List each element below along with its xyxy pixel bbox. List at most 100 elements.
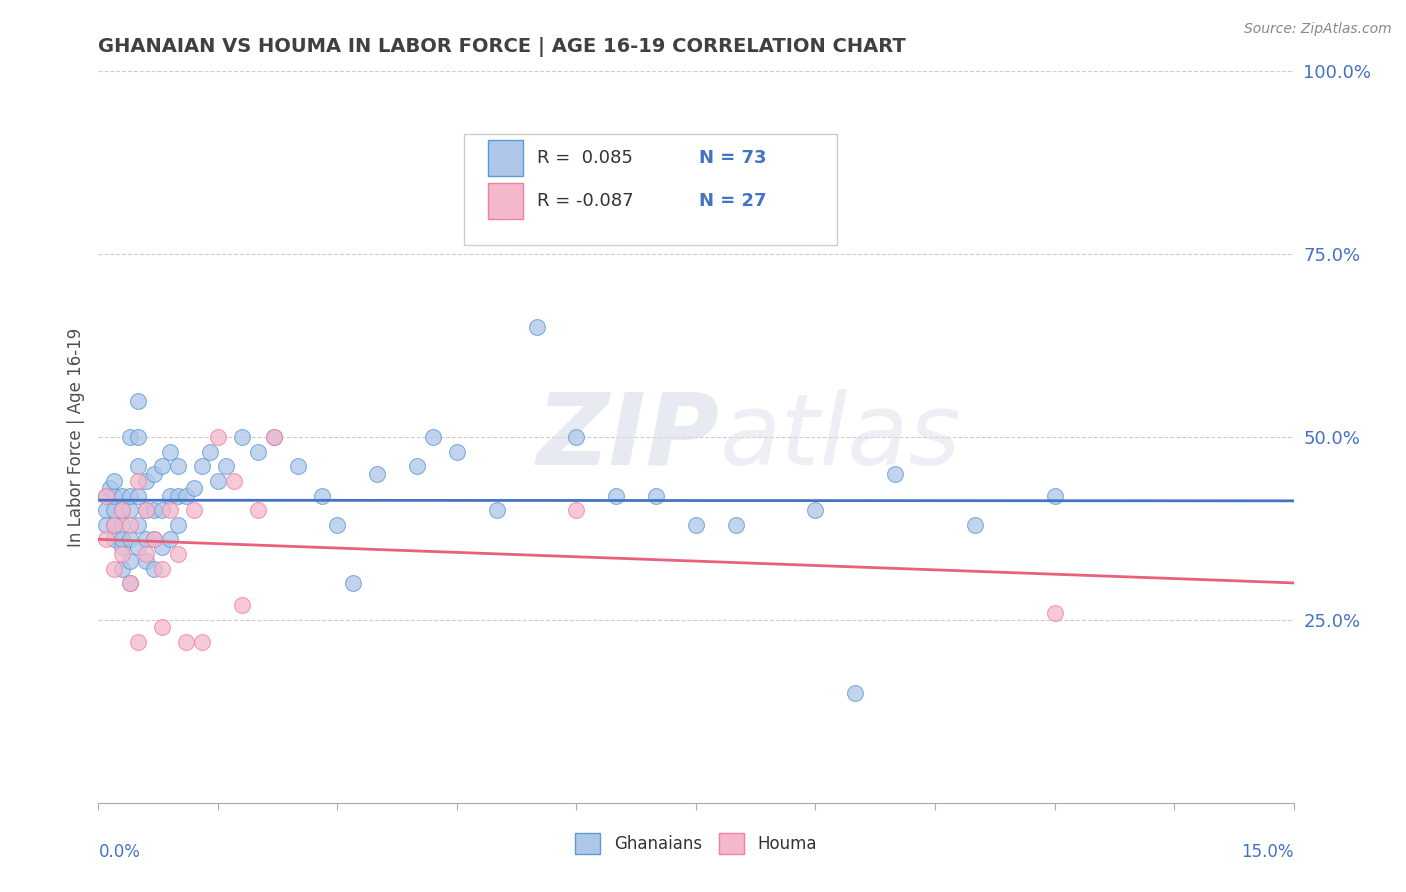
Point: [263, 430, 285, 444]
Point: [565, 430, 588, 444]
Point: [111, 547, 134, 561]
Point: [231, 599, 253, 613]
Point: [724, 517, 747, 532]
Point: [198, 444, 221, 458]
Text: 15.0%: 15.0%: [1241, 843, 1294, 861]
Point: [135, 503, 157, 517]
Text: N = 73: N = 73: [699, 149, 766, 167]
Point: [222, 474, 245, 488]
Point: [246, 444, 269, 458]
Point: [135, 474, 157, 488]
Point: [103, 474, 125, 488]
Point: [215, 459, 238, 474]
Point: [167, 517, 190, 532]
Point: [96, 517, 118, 532]
Point: [446, 444, 468, 458]
Point: [231, 430, 253, 444]
Y-axis label: In Labor Force | Age 16-19: In Labor Force | Age 16-19: [66, 327, 84, 547]
Point: [127, 540, 149, 554]
Point: [120, 430, 142, 444]
Point: [127, 430, 149, 444]
Point: [111, 503, 134, 517]
Point: [120, 554, 142, 568]
Point: [150, 459, 173, 474]
Point: [485, 503, 508, 517]
Point: [1043, 489, 1066, 503]
Point: [167, 489, 190, 503]
Point: [127, 459, 149, 474]
Point: [191, 635, 214, 649]
Point: [111, 489, 134, 503]
Point: [120, 576, 142, 591]
Point: [884, 467, 907, 481]
Point: [326, 517, 349, 532]
Point: [167, 459, 190, 474]
Point: [526, 320, 548, 334]
Text: ZIP: ZIP: [537, 389, 720, 485]
Point: [605, 489, 627, 503]
Point: [120, 576, 142, 591]
Point: [963, 517, 986, 532]
Point: [159, 489, 181, 503]
Point: [143, 503, 166, 517]
Point: [207, 474, 229, 488]
Point: [844, 686, 866, 700]
Point: [103, 533, 125, 547]
Point: [150, 503, 173, 517]
Text: R =  0.085: R = 0.085: [537, 149, 633, 167]
Point: [127, 517, 149, 532]
Text: N = 27: N = 27: [699, 192, 766, 210]
Point: [96, 503, 118, 517]
Point: [103, 517, 125, 532]
Point: [287, 459, 309, 474]
Point: [96, 489, 118, 503]
Point: [685, 517, 707, 532]
Point: [96, 533, 118, 547]
Point: [150, 540, 173, 554]
Point: [111, 533, 134, 547]
Text: Source: ZipAtlas.com: Source: ZipAtlas.com: [1244, 22, 1392, 37]
Point: [103, 517, 125, 532]
Point: [143, 467, 166, 481]
Point: [111, 503, 134, 517]
Point: [127, 489, 149, 503]
Point: [98, 481, 122, 495]
Point: [207, 430, 229, 444]
Point: [183, 503, 205, 517]
Point: [159, 503, 181, 517]
Point: [804, 503, 827, 517]
Point: [135, 547, 157, 561]
Point: [174, 635, 197, 649]
Point: [120, 517, 142, 532]
Point: [135, 533, 157, 547]
Point: [1043, 606, 1066, 620]
Text: atlas: atlas: [720, 389, 962, 485]
Point: [127, 393, 149, 408]
Point: [645, 489, 668, 503]
Point: [143, 533, 166, 547]
Point: [135, 554, 157, 568]
Point: [103, 503, 125, 517]
Point: [565, 503, 588, 517]
Point: [263, 430, 285, 444]
Point: [159, 444, 181, 458]
Point: [150, 562, 173, 576]
Point: [103, 562, 125, 576]
Point: [174, 489, 197, 503]
Point: [111, 562, 134, 576]
Point: [143, 533, 166, 547]
Point: [167, 547, 190, 561]
Point: [135, 503, 157, 517]
Point: [342, 576, 364, 591]
Point: [143, 562, 166, 576]
Point: [159, 533, 181, 547]
Point: [366, 467, 388, 481]
Point: [127, 474, 149, 488]
Point: [111, 540, 134, 554]
Point: [120, 489, 142, 503]
Text: 0.0%: 0.0%: [98, 843, 141, 861]
Point: [111, 517, 134, 532]
Point: [406, 459, 429, 474]
Point: [191, 459, 214, 474]
Point: [246, 503, 269, 517]
